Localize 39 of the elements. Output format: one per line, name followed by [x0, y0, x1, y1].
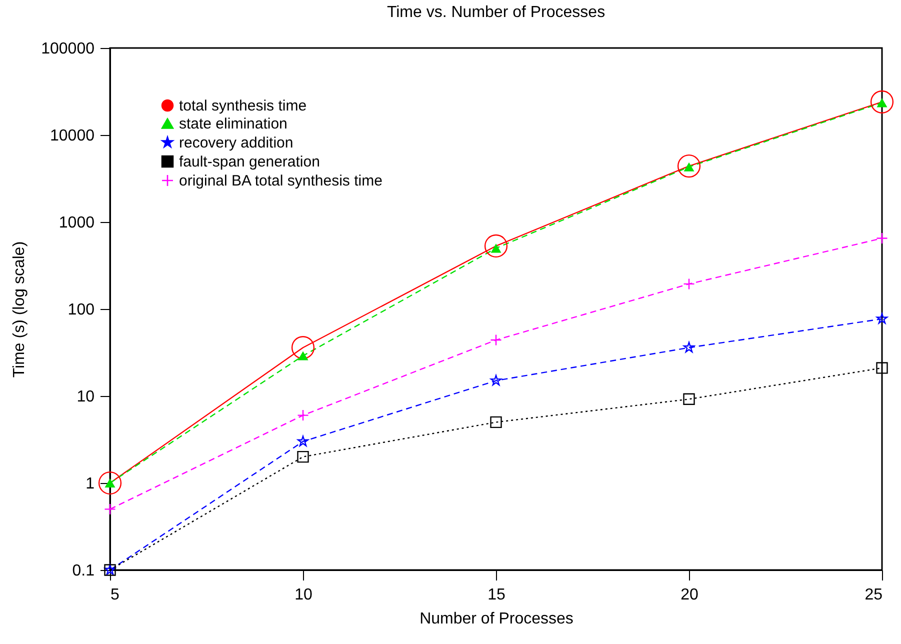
x-tick-label: 15 [488, 586, 506, 604]
legend-label: state elimination [179, 116, 288, 132]
y-tick-label: 100 [68, 302, 95, 318]
x-tick-label: 5 [110, 586, 120, 604]
point [297, 450, 309, 463]
x-axis-title: Number of Processes [420, 610, 574, 628]
y-tick-label: 0.1 [72, 562, 95, 580]
x-tick-label: 20 [680, 586, 698, 604]
point [683, 393, 695, 405]
y-tick-label: 100000 [41, 40, 95, 58]
legend-label: fault-span generation [179, 154, 320, 170]
point [484, 234, 508, 258]
y-tick-label: 10 [76, 388, 95, 406]
point [490, 416, 502, 428]
y-tick-label: 1000 [58, 214, 95, 232]
point [298, 351, 308, 360]
legend-label: recovery addition [179, 134, 294, 152]
x-tick-label: 25 [864, 586, 883, 604]
y-axis-title: Time (s) (log scale) [11, 241, 28, 378]
legend-label: total synthesis time [179, 98, 307, 114]
point [291, 336, 315, 360]
point [297, 409, 309, 422]
point [677, 154, 701, 178]
point [876, 313, 888, 324]
chart-title: Time vs. Number of Processes [386, 4, 606, 21]
y-tick-label: 10000 [50, 128, 95, 144]
point [876, 232, 888, 244]
legend-label: original BA total synthesis time [179, 172, 382, 190]
point [683, 342, 695, 352]
point [876, 362, 888, 374]
point [98, 471, 122, 495]
point [297, 436, 309, 446]
y-tick-label: 1 [86, 476, 95, 492]
point [870, 90, 894, 114]
x-tick-label: 10 [294, 586, 312, 604]
point [490, 334, 502, 346]
point [104, 503, 116, 516]
point [683, 278, 695, 290]
point [490, 374, 502, 386]
